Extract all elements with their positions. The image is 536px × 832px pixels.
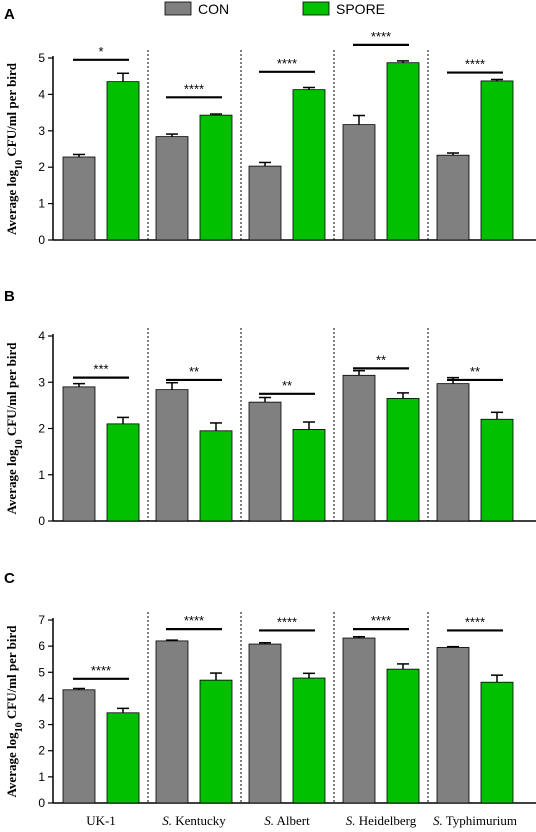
y-axis-label: Average log10 CFU/ml per bird — [4, 342, 25, 515]
significance-label: **** — [277, 614, 297, 629]
y-tick-label: 4 — [38, 691, 45, 705]
con-bar — [155, 640, 189, 804]
spore-bar — [480, 681, 514, 804]
con-bar — [248, 165, 282, 241]
con-bar — [62, 689, 96, 804]
y-tick-label: 4 — [38, 329, 45, 343]
spore-bar — [292, 429, 326, 522]
x-category-label: S. Heidelberg — [346, 813, 417, 828]
y-tick-label: 1 — [38, 197, 45, 211]
panel-label: B — [4, 288, 15, 305]
y-tick-label: 7 — [38, 613, 45, 627]
y-axis-label: Average log10 CFU/ml per bird — [4, 62, 25, 235]
y-tick-label: 2 — [38, 744, 45, 758]
y-tick-label: 1 — [38, 770, 45, 784]
legend-spore-swatch — [302, 1, 330, 16]
legend-spore-label: SPORE — [336, 1, 385, 17]
y-tick-label: 5 — [38, 665, 45, 679]
significance-label: **** — [91, 663, 111, 678]
con-bar — [436, 383, 470, 522]
con-bar — [436, 647, 470, 804]
significance-label: *** — [93, 362, 108, 377]
y-tick-label: 2 — [38, 160, 45, 174]
significance-label: ** — [470, 364, 480, 379]
con-bar — [62, 156, 96, 241]
y-tick-label: 2 — [38, 422, 45, 436]
legend-con-label: CON — [198, 1, 229, 17]
con-bar — [248, 643, 282, 804]
con-bar — [436, 154, 470, 241]
spore-bar — [480, 80, 514, 241]
x-category-label: S. Typhimurium — [433, 813, 517, 828]
y-tick-label: 3 — [38, 375, 45, 389]
spore-bar — [292, 677, 326, 804]
spore-bar — [386, 62, 420, 241]
significance-label: ** — [282, 378, 292, 393]
significance-label: **** — [465, 614, 485, 629]
legend-con-swatch — [164, 1, 192, 16]
y-tick-label: 3 — [38, 124, 45, 138]
panel-label: C — [4, 570, 15, 587]
con-bar — [62, 386, 96, 522]
significance-label: ** — [376, 352, 386, 367]
significance-label: **** — [371, 29, 391, 44]
x-category-label: UK-1 — [86, 813, 116, 828]
spore-bar — [199, 679, 233, 804]
significance-label: **** — [371, 613, 391, 628]
x-category-label: S. Albert — [264, 813, 310, 828]
significance-label: **** — [184, 81, 204, 96]
legend: CON SPORE — [164, 1, 385, 17]
y-axis-label: Average log10 CFU/ml per bird — [4, 625, 25, 798]
spore-bar — [199, 114, 233, 241]
y-tick-label: 5 — [38, 51, 45, 65]
y-tick-label: 6 — [38, 639, 45, 653]
con-bar — [155, 136, 189, 241]
significance-label: **** — [184, 613, 204, 628]
significance-label: * — [98, 44, 103, 59]
spore-bar — [386, 668, 420, 804]
significance-label: **** — [277, 56, 297, 71]
spore-bar — [386, 398, 420, 522]
y-tick-label: 0 — [38, 796, 45, 810]
spore-bar — [199, 430, 233, 522]
con-bar — [342, 124, 376, 241]
significance-label: ** — [189, 364, 199, 379]
spore-bar — [106, 712, 140, 804]
panel-label: A — [4, 6, 15, 23]
con-bar — [155, 389, 189, 522]
y-tick-label: 1 — [38, 468, 45, 482]
x-category-label: S. Kentucky — [162, 813, 226, 828]
con-bar — [342, 374, 376, 522]
y-tick-label: 4 — [38, 87, 45, 101]
y-tick-label: 0 — [38, 514, 45, 528]
spore-bar — [292, 89, 326, 241]
spore-bar — [480, 418, 514, 522]
spore-bar — [106, 81, 140, 241]
y-tick-label: 3 — [38, 718, 45, 732]
con-bar — [248, 401, 282, 522]
y-tick-label: 0 — [38, 233, 45, 247]
con-bar — [342, 637, 376, 804]
significance-label: **** — [465, 57, 485, 72]
panel-c: C Average log10 CFU/ml per bird 0 1 2 3 4 5 6 7 **… — [4, 570, 536, 828]
spore-bar — [106, 423, 140, 522]
